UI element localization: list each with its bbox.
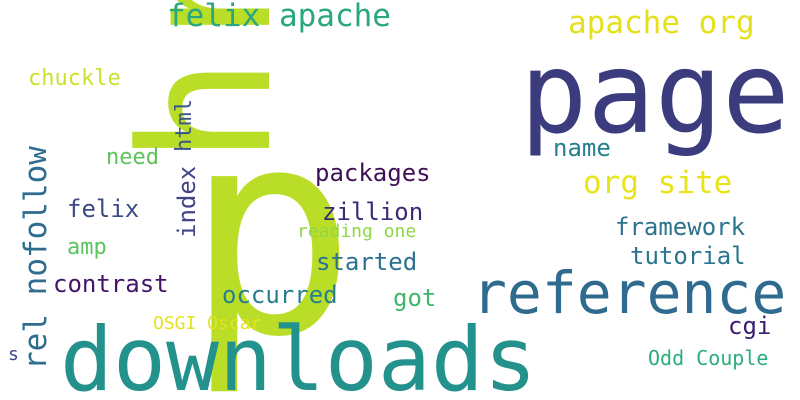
word-packages: packages <box>315 159 431 187</box>
word-felix-apache: felix apache <box>167 0 391 34</box>
word-downloads: downloads <box>60 308 537 400</box>
word-rel-nofollow: rel nofollow <box>18 146 54 370</box>
word-tutorial: tutorial <box>630 242 746 270</box>
word-occurred: occurred <box>222 281 338 309</box>
word-reading-one: reading one <box>297 221 417 242</box>
word-osgi-oscar: OSGI Oscar <box>153 313 262 334</box>
word-contrast: contrast <box>53 270 169 298</box>
word-chuckle: chuckle <box>28 66 121 91</box>
word-got: got <box>393 284 437 312</box>
word-org-site: org site <box>583 165 733 201</box>
word-name: name <box>553 134 611 162</box>
word-s: s <box>8 344 19 365</box>
word-cgi: cgi <box>728 312 772 340</box>
word-felix: felix <box>67 195 140 223</box>
word-need: need <box>106 145 159 170</box>
word-amp: amp <box>67 235 107 260</box>
word-index: index <box>173 165 201 238</box>
word-apache-org: apache org <box>568 5 755 41</box>
word-page: page <box>520 29 790 159</box>
word-zillion: zillion <box>322 198 424 226</box>
word-reference: reference <box>472 259 787 327</box>
word-html: html <box>172 99 197 152</box>
word-framework: framework <box>615 213 746 241</box>
word-started: started <box>316 248 418 276</box>
word-p: p <box>185 68 357 400</box>
word-odd-couple: Odd Couple <box>648 346 769 370</box>
